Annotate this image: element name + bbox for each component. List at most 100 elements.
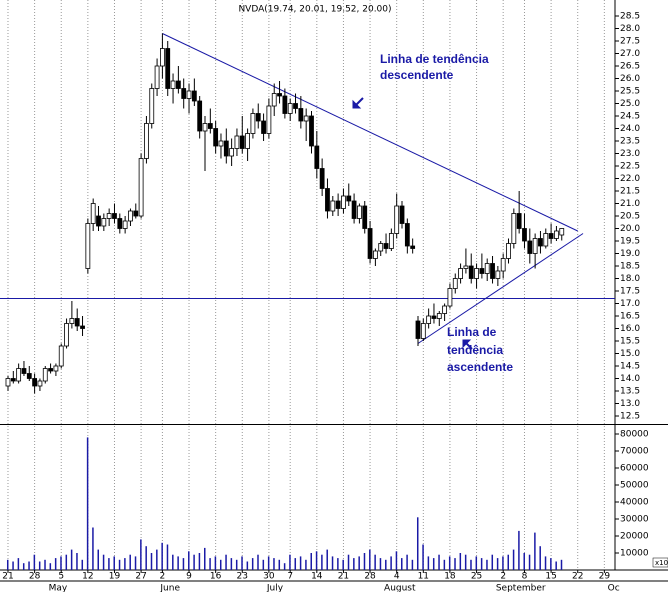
- x-tick-label: 29: [599, 572, 611, 582]
- volume-bar: [22, 563, 25, 570]
- volume-bar: [454, 558, 456, 570]
- candle-body: [250, 113, 256, 134]
- y-tick-label: 21.0: [620, 199, 640, 209]
- volume-bar: [118, 559, 121, 570]
- annotation-ascending: Linha de tendência ascendente: [447, 325, 513, 374]
- volume-bar: [411, 559, 414, 570]
- candle-body: [538, 238, 543, 247]
- x-tick-label: 16: [210, 572, 222, 582]
- candle-body: [213, 128, 219, 147]
- candle-body: [463, 265, 469, 269]
- volume-bar: [235, 559, 238, 570]
- volume-bar: [534, 532, 536, 570]
- candle-body: [186, 90, 192, 99]
- y-tick-label: 13.5: [620, 387, 640, 397]
- volume-bar: [124, 558, 126, 570]
- volume-bar: [544, 556, 547, 570]
- x-tick-label: 27: [135, 572, 146, 582]
- candle-body: [404, 223, 410, 247]
- volume-bar: [230, 558, 233, 570]
- candle-body: [442, 305, 448, 314]
- volume-bar: [331, 556, 334, 570]
- candle-body: [325, 188, 330, 212]
- annotation-line: Linha de: [447, 325, 497, 339]
- volume-bar: [262, 559, 265, 570]
- y-tick-label: 20.0: [620, 224, 640, 234]
- volume-bar: [422, 544, 424, 570]
- candle-body: [90, 203, 96, 224]
- candle-body: [298, 108, 304, 122]
- volume-bar: [560, 559, 563, 570]
- candle-body: [160, 48, 165, 67]
- volume-bar: [44, 559, 46, 570]
- volume-bar: [342, 559, 344, 570]
- y2-tick-label: 40000: [620, 498, 649, 508]
- candle-body: [341, 195, 346, 209]
- y-tick-label: 21.5: [620, 187, 640, 197]
- candle-body: [10, 378, 16, 382]
- candle-body: [266, 105, 272, 134]
- volume-bar: [65, 554, 68, 570]
- candle-body: [42, 368, 48, 382]
- candle-body: [532, 238, 538, 254]
- candle-body: [101, 218, 107, 227]
- candle-body: [335, 200, 341, 209]
- volume-bar: [353, 558, 355, 570]
- volume-bar: [113, 556, 115, 570]
- volume-bar: [432, 558, 435, 570]
- month-label: September: [496, 584, 546, 592]
- candle-body: [447, 288, 453, 307]
- volume-bar: [209, 558, 211, 570]
- y-tick-label: 25.0: [620, 99, 640, 109]
- candle-body: [468, 265, 474, 279]
- x-tick-label: 11: [418, 572, 429, 582]
- unit-label: x10: [655, 559, 668, 567]
- volume-bar: [289, 554, 291, 570]
- trendline: [162, 33, 578, 232]
- volume-bar: [358, 556, 360, 570]
- y-tick-label: 26.0: [620, 74, 640, 84]
- candle-body: [543, 233, 549, 247]
- candle-body: [415, 320, 421, 339]
- x-tick-label: 18: [444, 572, 456, 582]
- candle-body: [26, 373, 32, 379]
- candle-body: [133, 210, 139, 217]
- trendline: [417, 233, 584, 344]
- candle-body: [309, 115, 314, 147]
- x-tick-label: 21: [338, 572, 349, 582]
- candle-body: [149, 88, 155, 124]
- y-tick-label: 16.0: [620, 324, 640, 334]
- candle-body: [181, 88, 187, 99]
- candle-body: [351, 200, 357, 219]
- candle-body: [165, 48, 171, 89]
- volume-bar: [214, 556, 217, 570]
- volume-bar: [507, 554, 510, 570]
- volume-bar: [225, 554, 227, 570]
- volume-bar: [241, 556, 243, 570]
- candle-body: [138, 158, 144, 217]
- volume-bar: [496, 558, 499, 570]
- candle-body: [53, 365, 59, 372]
- candle-body: [357, 205, 362, 219]
- candle-body: [388, 233, 394, 249]
- candle-body: [96, 215, 101, 227]
- volume-bar: [491, 554, 494, 570]
- x-tick-label: 15: [545, 572, 556, 582]
- y-tick-label: 27.5: [620, 37, 640, 47]
- y2-tick-label: 10000: [620, 549, 649, 559]
- y-tick-label: 23.0: [620, 149, 640, 159]
- candle-body: [319, 168, 325, 189]
- candle-body: [362, 205, 368, 229]
- candle-body: [282, 95, 288, 114]
- volume-bar: [49, 563, 52, 570]
- candle-body: [431, 315, 437, 319]
- volume-bar: [518, 530, 520, 570]
- volume-bar: [70, 549, 73, 570]
- volume-bar: [321, 554, 323, 570]
- volume-bar: [251, 558, 254, 570]
- volume-bar: [475, 556, 478, 570]
- volume-bar: [305, 559, 307, 570]
- candle-body: [207, 123, 213, 129]
- volume-bar: [81, 559, 84, 570]
- volume-bar: [60, 556, 62, 570]
